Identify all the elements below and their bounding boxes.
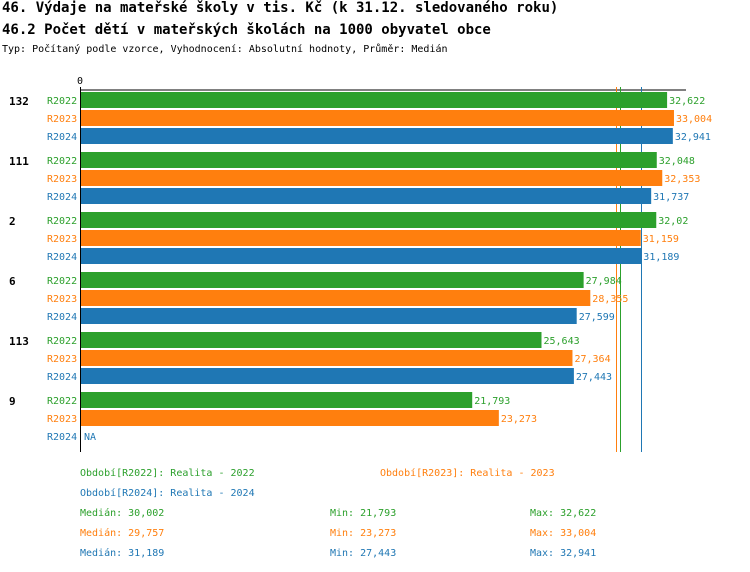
data-label: 27,443 <box>576 372 612 383</box>
x-tick-label: 0 <box>77 76 83 87</box>
series-label: R2022 <box>47 276 77 287</box>
data-label: 32,048 <box>659 156 695 167</box>
series-label: R2023 <box>47 174 77 185</box>
series-label: R2023 <box>47 114 77 125</box>
bar <box>80 188 652 204</box>
data-label: 32,622 <box>669 96 705 107</box>
data-label: 31,737 <box>653 192 689 203</box>
bar <box>80 152 657 168</box>
data-label: 31,159 <box>643 234 679 245</box>
bar <box>80 368 574 384</box>
category-label: 132 <box>9 95 29 108</box>
data-label: 32,353 <box>664 174 700 185</box>
series-label: R2023 <box>47 234 77 245</box>
series-label: R2022 <box>47 216 77 227</box>
bar <box>80 272 584 288</box>
data-label: 31,189 <box>643 252 679 263</box>
category-label: 111 <box>9 155 29 168</box>
bar <box>80 248 642 264</box>
legend-period-r2023: Období[R2023]: Realita - 2023 <box>380 468 555 479</box>
data-label: 33,004 <box>676 114 712 125</box>
bar <box>80 128 673 144</box>
legend-median-r2023: Medián: 29,757 <box>80 528 165 539</box>
series-label: R2022 <box>47 396 77 407</box>
bar <box>80 290 591 306</box>
legend-min-r2023: Min: 23,273 <box>330 528 397 539</box>
legend-min-r2024: Min: 27,443 <box>330 548 397 559</box>
series-label: R2024 <box>47 252 77 263</box>
chart-subtitle: 46.2 Počet dětí v mateřských školách na … <box>2 22 491 38</box>
chart-title: 46. Výdaje na mateřské školy v tis. Kč (… <box>2 0 559 16</box>
series-label: R2023 <box>47 414 77 425</box>
category-label: 113 <box>9 335 29 348</box>
series-label: R2023 <box>47 294 77 305</box>
legend-max-r2022: Max: 32,622 <box>530 508 597 519</box>
data-label: 27,984 <box>586 276 622 287</box>
chart-type-note: Typ: Počítaný podle vzorce, Vyhodnocení:… <box>2 44 448 55</box>
legend-median-r2022: Medián: 30,002 <box>80 508 165 519</box>
bar <box>80 92 668 108</box>
legend-max-r2024: Max: 32,941 <box>530 548 597 559</box>
legend-period-r2022: Období[R2022]: Realita - 2022 <box>80 468 255 479</box>
data-label: 27,599 <box>579 312 615 323</box>
bar <box>80 308 577 324</box>
data-label: 32,941 <box>675 132 711 143</box>
legend-max-r2023: Max: 33,004 <box>530 528 597 539</box>
series-label: R2022 <box>47 96 77 107</box>
series-label: R2022 <box>47 336 77 347</box>
bar <box>80 170 663 186</box>
bar <box>80 110 674 126</box>
data-label: 27,364 <box>574 354 610 365</box>
series-label: R2024 <box>47 312 77 323</box>
series-label: R2023 <box>47 354 77 365</box>
data-label: 32,02 <box>658 216 688 227</box>
series-label: R2024 <box>47 372 77 383</box>
data-label: 25,643 <box>543 336 579 347</box>
category-label: 9 <box>9 395 16 408</box>
series-label: R2024 <box>47 432 77 443</box>
series-label: R2022 <box>47 156 77 167</box>
legend-median-r2024: Medián: 31,189 <box>80 548 165 559</box>
data-label: NA <box>84 432 96 443</box>
category-label: 6 <box>9 275 16 288</box>
bar <box>80 230 641 246</box>
data-label: 23,273 <box>501 414 537 425</box>
category-label: 2 <box>9 215 16 228</box>
legend-min-r2022: Min: 21,793 <box>330 508 397 519</box>
bar <box>80 212 657 228</box>
bar <box>80 332 542 348</box>
series-label: R2024 <box>47 132 77 143</box>
bar <box>80 410 499 426</box>
series-label: R2024 <box>47 192 77 203</box>
bar <box>80 392 473 408</box>
bar <box>80 350 573 366</box>
data-label: 28,355 <box>592 294 628 305</box>
data-label: 21,793 <box>474 396 510 407</box>
legend-period-r2024: Období[R2024]: Realita - 2024 <box>80 488 255 499</box>
